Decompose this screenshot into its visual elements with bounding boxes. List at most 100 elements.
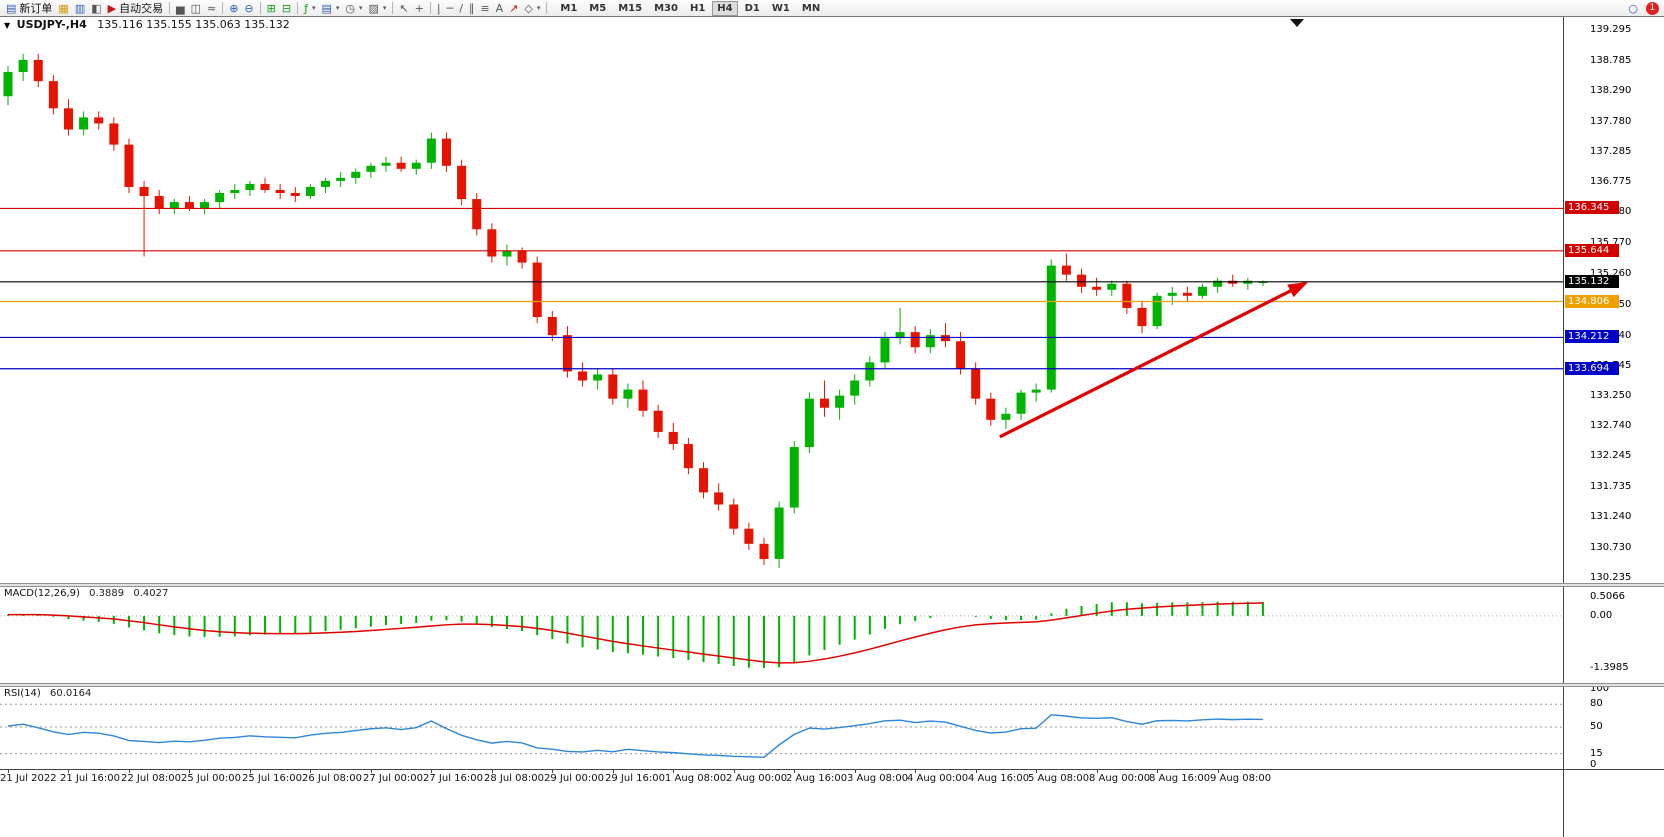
fibonacci-tool-button[interactable]: ≡: [477, 1, 492, 16]
panel-divider[interactable]: [0, 583, 1664, 587]
new-order-button[interactable]: ▤ 新订单: [3, 1, 55, 16]
time-axis-tick: [129, 770, 130, 773]
market-watch-button[interactable]: ▥: [72, 1, 88, 16]
time-axis-label: 25 Jul 00:00: [181, 773, 241, 784]
time-axis-tick: [189, 770, 190, 773]
time-axis-label: 3 Aug 08:00: [847, 773, 909, 784]
vertical-line-icon: |: [436, 1, 441, 15]
rsi-panel: RSI(14) 60.0164: [0, 687, 1563, 769]
time-axis-tick: [1218, 770, 1219, 773]
clock-button[interactable]: ◷ ▾: [342, 1, 365, 16]
trendline-tool-button[interactable]: /: [456, 1, 466, 16]
autotrading-icon: ▶: [107, 1, 117, 15]
autotrading-label: 自动交易: [119, 2, 164, 15]
panel-divider[interactable]: [0, 683, 1664, 687]
rsi-canvas[interactable]: [0, 687, 1563, 769]
toolbar-separator: [392, 2, 394, 14]
time-axis-label: 1 Aug 08:00: [665, 773, 727, 784]
time-axis-tick: [492, 770, 493, 773]
price-axis[interactable]: 139.295 138.785 138.290 137.780 137.285 136.7…: [1563, 17, 1664, 837]
price-axis-label: 133.250: [1590, 390, 1632, 401]
candlestick-chart-icon: ◫: [190, 1, 201, 15]
macd-label: MACD(12,26,9): [4, 588, 80, 599]
horizontal-line-tool-button[interactable]: ─: [444, 1, 457, 16]
timeframe-group: M1 M5 M15 M30 H1 H4 D1 W1 MN: [554, 0, 826, 16]
vertical-line-tool-button[interactable]: |: [434, 1, 444, 16]
chart-menu-arrow[interactable]: ▼: [4, 21, 11, 30]
time-axis-label: 8 Aug 16:00: [1149, 773, 1211, 784]
time-axis-border: [0, 769, 1664, 770]
timeframe-m5-button[interactable]: M5: [589, 2, 607, 14]
tile-windows-button[interactable]: ⊞: [264, 1, 279, 16]
shapes-tool-button[interactable]: ◇ ▾: [521, 1, 543, 16]
rsi-axis-label: 80: [1590, 698, 1603, 709]
arrows-tool-icon: ↗: [509, 1, 519, 15]
price-axis-label: 132.740: [1590, 420, 1632, 431]
toolbar-separator: [222, 2, 224, 14]
time-axis-label: 4 Aug 00:00: [907, 773, 969, 784]
cursor-tool-button[interactable]: ↖: [396, 1, 411, 16]
new-order-label: 新订单: [19, 2, 53, 15]
timeframe-mn-button[interactable]: MN: [801, 2, 821, 14]
timeframe-m30-button[interactable]: M30: [654, 2, 678, 14]
main-chart-canvas[interactable]: [0, 17, 1563, 583]
timeframe-m1-button[interactable]: M1: [560, 2, 578, 14]
profiles-button[interactable]: ▦: [55, 1, 71, 16]
templates-button[interactable]: ▨ ▾: [366, 1, 390, 16]
timeframe-d1-button[interactable]: D1: [744, 2, 760, 14]
zoom-out-button[interactable]: ⊖: [241, 1, 256, 16]
crosshair-icon: +: [414, 1, 424, 15]
chart-title: ▼ USDJPY-,H4 135.116 135.155 135.063 135…: [4, 18, 290, 31]
time-axis-tick: [855, 770, 856, 773]
data-window-button[interactable]: ◧: [88, 1, 104, 16]
time-axis-tick: [976, 770, 977, 773]
zoom-in-icon: ⊕: [229, 1, 239, 15]
notification-badge[interactable]: 1: [1646, 1, 1659, 15]
price-axis-label: 137.285: [1590, 146, 1632, 157]
periods-icon: ▤: [321, 1, 332, 15]
macd-canvas[interactable]: [0, 587, 1563, 683]
time-axis-tick: [673, 770, 674, 773]
tile-windows-icon: ⊞: [266, 1, 276, 15]
crosshair-tool-button[interactable]: +: [412, 1, 427, 16]
timeframe-w1-button[interactable]: W1: [771, 2, 790, 14]
chevron-down-icon: ▾: [335, 4, 340, 12]
text-tool-icon: A: [495, 1, 504, 15]
time-axis-tick: [1157, 770, 1158, 773]
clock-icon: ◷: [345, 1, 355, 15]
bar-chart-button[interactable]: ▅: [173, 1, 187, 16]
chart-workspace: ▼ USDJPY-,H4 135.116 135.155 135.063 135…: [0, 17, 1664, 837]
zoom-in-button[interactable]: ⊕: [226, 1, 241, 16]
cascade-windows-button[interactable]: ⊟: [279, 1, 294, 16]
chevron-down-icon: ▾: [311, 4, 316, 12]
rsi-axis-label: 0: [1590, 759, 1597, 770]
indicators-button[interactable]: ƒ ▾: [301, 1, 318, 16]
arrows-tool-button[interactable]: ↗: [506, 1, 521, 16]
line-chart-button[interactable]: ≈: [204, 1, 219, 16]
price-badge: 133.694: [1565, 362, 1619, 375]
macd-header: MACD(12,26,9) 0.3889 0.4027: [4, 588, 168, 599]
timeframe-h1-button[interactable]: H1: [689, 2, 706, 14]
chart-symbol-period: USDJPY-,H4: [16, 18, 87, 31]
timeframe-h4-button[interactable]: H4: [712, 0, 738, 16]
market-watch-icon: ▥: [74, 1, 86, 15]
periods-button[interactable]: ▤ ▾: [318, 1, 342, 16]
price-axis-label: 130.235: [1590, 572, 1632, 583]
cascade-windows-icon: ⊟: [281, 1, 292, 15]
chevron-down-icon: ▾: [536, 4, 541, 12]
time-axis-tick: [734, 770, 735, 773]
time-axis-tick: [915, 770, 916, 773]
autotrading-button[interactable]: ▶ 自动交易: [105, 1, 166, 16]
timeframe-m15-button[interactable]: M15: [618, 2, 643, 14]
text-tool-button[interactable]: A: [493, 1, 507, 16]
time-axis[interactable]: 21 Jul 2022 21 Jul 16:00 22 Jul 08:00 25 Ju…: [0, 770, 1563, 788]
time-axis-tick: [310, 770, 311, 773]
data-window-icon: ◧: [91, 1, 102, 15]
price-badge: 134.806: [1565, 295, 1619, 308]
price-axis-label: 130.730: [1590, 542, 1632, 553]
channel-tool-button[interactable]: ∥: [466, 1, 478, 16]
search-button[interactable]: ○: [1625, 1, 1641, 16]
candlestick-chart-button[interactable]: ◫: [188, 1, 204, 16]
time-axis-tick: [431, 770, 432, 773]
